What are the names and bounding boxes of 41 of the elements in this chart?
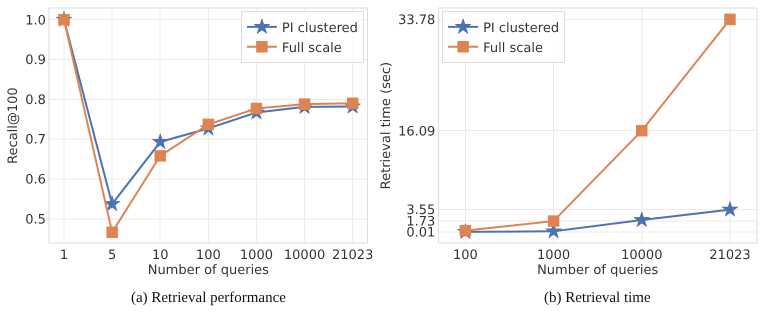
text: (a) Retrieval performance: [131, 290, 286, 306]
x-tick-label: 10000: [621, 248, 662, 264]
x-axis-title: Number of queries: [148, 263, 270, 278]
y-tick-label: 0.8: [25, 92, 46, 108]
point: [106, 226, 118, 238]
x-tick-label: 5: [108, 248, 116, 264]
x-tick-label: 100: [196, 248, 221, 264]
point: [636, 124, 648, 136]
x-tick-label: 100: [452, 248, 478, 264]
point: [154, 150, 166, 162]
y-tick-label: 0.5: [25, 212, 46, 228]
legend-label: PI clustered: [282, 20, 358, 36]
point: [202, 118, 214, 130]
y-tick-label: 16.09: [398, 124, 436, 140]
legend-label: Full scale: [483, 40, 543, 56]
x-tick-label: 1000: [537, 248, 570, 264]
point: [346, 98, 358, 110]
point: [250, 102, 262, 114]
point: [634, 211, 650, 228]
x-axis-title: Number of queries: [537, 263, 659, 278]
point: [152, 133, 168, 149]
y-tick-label: 0.7: [25, 132, 46, 148]
y-tick-label: 0.9: [25, 53, 46, 68]
point: [724, 14, 736, 26]
x-tick-label: 10: [152, 248, 169, 264]
y-tick-label: 33.78: [398, 12, 436, 28]
y-axis-title: Retrieval time (sec): [379, 62, 394, 190]
x-tick-label: 1: [60, 248, 68, 264]
point: [104, 195, 120, 212]
point: [722, 200, 738, 217]
x-tick-label: 1000: [240, 248, 273, 264]
x-tick-label: 21023: [332, 248, 374, 264]
text: (b) Retrieval time: [544, 290, 651, 306]
legend-label: Full scale: [282, 40, 342, 56]
y-axis-title: Recall@100: [6, 87, 22, 164]
y-tick-label: 0.6: [25, 172, 46, 188]
point: [548, 215, 560, 227]
x-tick-label: 21023: [709, 248, 751, 264]
legend-label: PI clustered: [483, 20, 560, 36]
y-tick-label: 1.0: [25, 13, 46, 28]
x-tick-label: 10000: [284, 248, 326, 264]
